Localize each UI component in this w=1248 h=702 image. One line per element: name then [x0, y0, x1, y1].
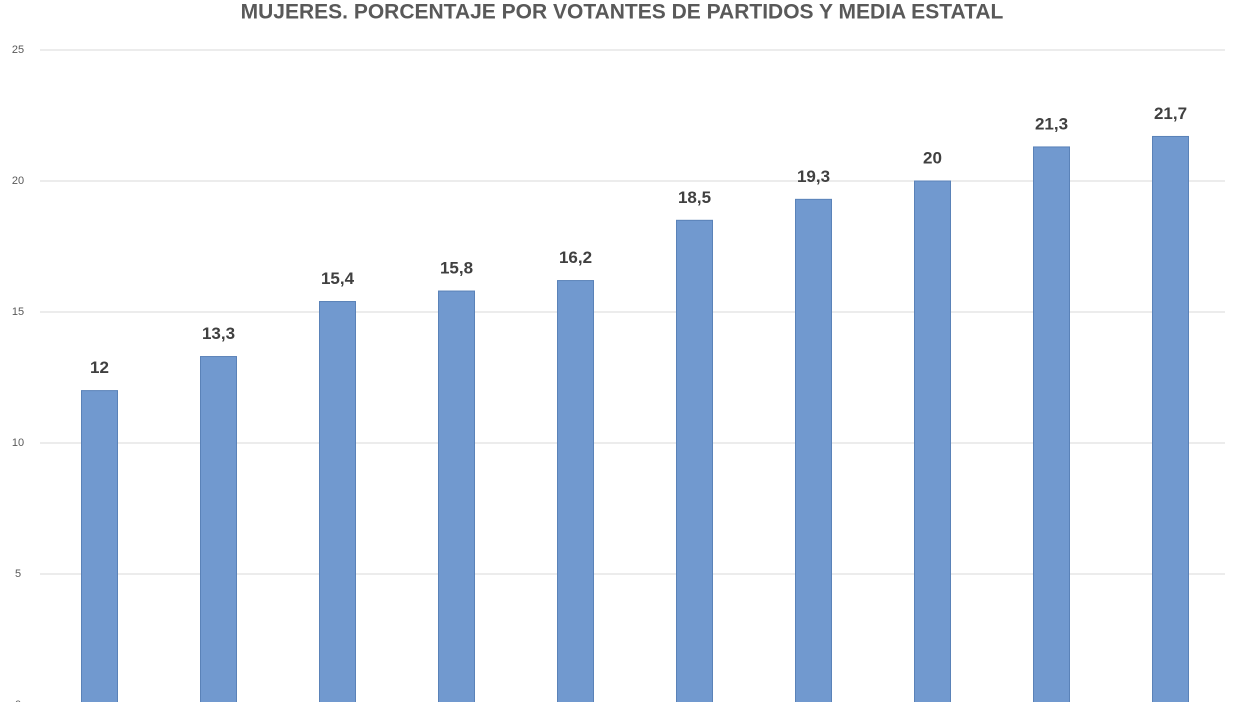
value-label: 19,3: [797, 167, 830, 186]
bar: [557, 280, 594, 702]
y-tick-label: 25: [12, 44, 24, 56]
value-label: 16,2: [559, 248, 592, 267]
bar: [319, 301, 356, 702]
y-tick-label: 5: [15, 568, 21, 580]
value-label: 12: [90, 358, 109, 377]
bar: [200, 356, 237, 702]
value-label: 15,4: [321, 269, 355, 288]
value-label: 13,3: [202, 324, 235, 343]
value-label: 15,8: [440, 259, 473, 278]
y-tick-label: 0: [15, 699, 21, 702]
y-tick-label: 10: [12, 437, 24, 449]
bar: [1033, 146, 1070, 702]
y-tick-label: 15: [12, 306, 24, 318]
bar: [914, 180, 951, 702]
y-tick-label: 20: [12, 175, 24, 187]
bar: [795, 198, 832, 702]
bar: [438, 290, 475, 702]
value-label: 21,7: [1154, 104, 1187, 123]
value-label: 20: [923, 148, 942, 167]
value-label: 21,3: [1035, 114, 1068, 133]
chart-title: MUJERES. PORCENTAJE POR VOTANTES DE PART…: [241, 1, 1004, 24]
bar: [676, 219, 713, 702]
bar: [81, 390, 118, 702]
value-label: 18,5: [678, 188, 711, 207]
bar: [1152, 135, 1189, 702]
